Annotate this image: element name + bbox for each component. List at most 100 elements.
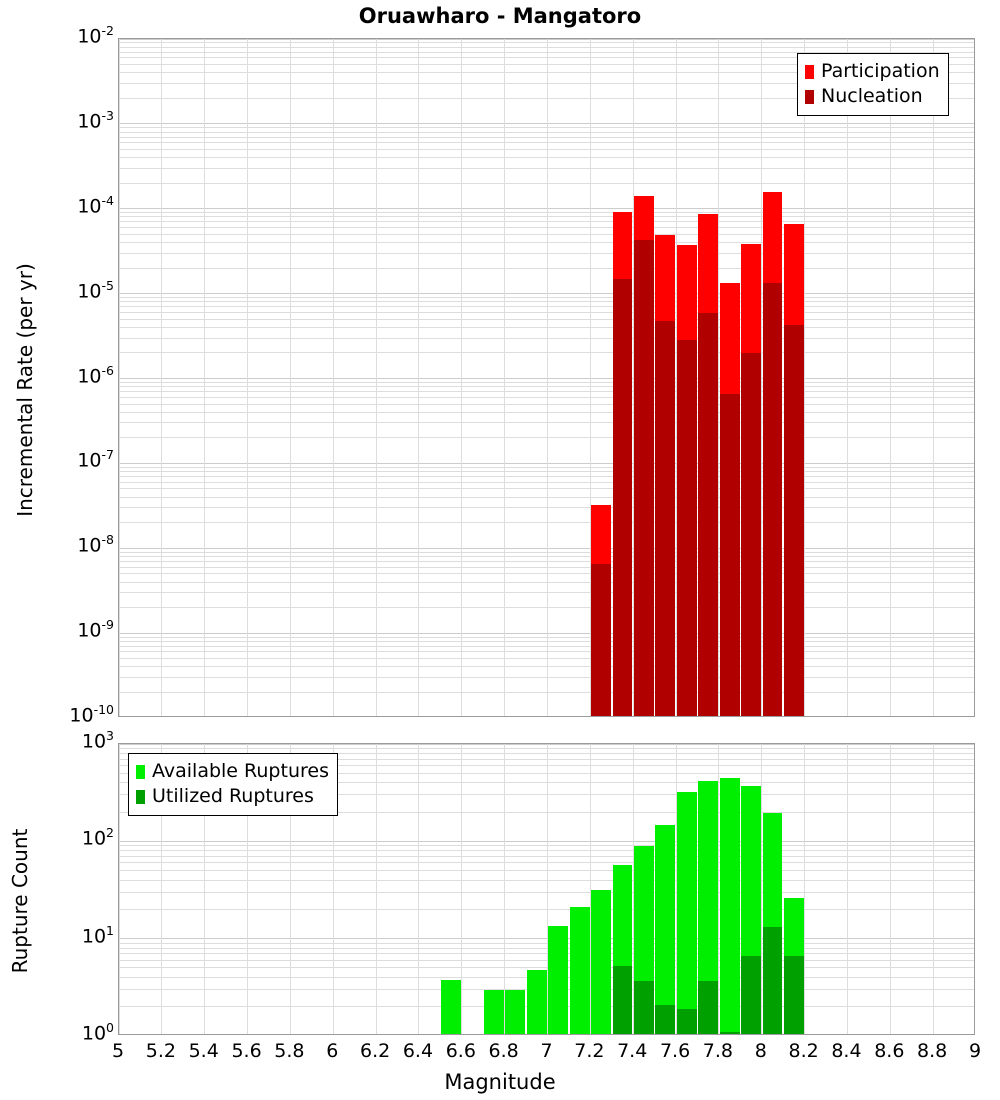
bar-utilized-ruptures (762, 927, 783, 1034)
y-axis-tick-label: 102 (81, 825, 114, 850)
incremental-rate-plot (118, 38, 975, 717)
bar-available-ruptures (526, 969, 547, 1034)
gridline (632, 744, 634, 1034)
bar-available-ruptures (441, 979, 461, 1034)
bar-nucleation (634, 239, 654, 716)
gridline (119, 39, 120, 716)
bar-nucleation (762, 283, 783, 716)
gridline (119, 182, 974, 184)
bottom-plot-legend: Available Ruptures Utilized Ruptures (128, 753, 338, 816)
bar-utilized-ruptures (783, 956, 804, 1034)
x-axis-tick-label: 5 (111, 1040, 125, 1062)
gridline (589, 39, 591, 716)
gridline (119, 765, 974, 767)
gridline (119, 744, 120, 1034)
gridline (589, 744, 591, 1034)
gridline (418, 39, 420, 716)
gridline (119, 221, 974, 223)
bar-utilized-ruptures (676, 1009, 697, 1034)
gridline (675, 744, 677, 1034)
gridline (119, 758, 974, 760)
bar-nucleation (741, 352, 761, 716)
gridline (846, 744, 848, 1034)
gridline (119, 297, 974, 298)
gridline (119, 747, 974, 749)
gridline (119, 636, 974, 638)
y-axis-tick-label: 10-3 (77, 107, 114, 133)
gridline (119, 666, 974, 668)
x-axis-tick-label: 9 (968, 1040, 982, 1062)
gridline (119, 167, 974, 169)
gridline (461, 39, 463, 716)
legend-label: Nucleation (821, 85, 923, 107)
gridline (119, 908, 974, 910)
gridline (247, 744, 249, 1034)
gridline (119, 551, 974, 553)
gridline (119, 840, 974, 842)
gridline (119, 942, 974, 944)
gridline (932, 744, 934, 1034)
gridline (119, 870, 974, 872)
gridline (161, 39, 163, 716)
gridline (119, 947, 974, 949)
bar-nucleation (698, 313, 719, 716)
legend-label: Participation (821, 60, 940, 82)
bar-available-ruptures (569, 907, 590, 1034)
gridline (119, 242, 974, 244)
legend-swatch-icon (136, 789, 145, 804)
gridline (119, 677, 974, 678)
gridline (119, 645, 974, 647)
x-axis-tick-label: 7.4 (617, 1040, 648, 1062)
legend-entry: Nucleation (805, 84, 940, 109)
gridline (119, 481, 974, 483)
gridline (119, 953, 974, 955)
bar-utilized-ruptures (634, 981, 654, 1034)
gridline (718, 39, 720, 716)
gridline (547, 39, 548, 716)
top-plot-legend: Participation Nucleation (797, 53, 949, 116)
bar-utilized-ruptures (719, 1031, 740, 1034)
gridline (332, 744, 334, 1034)
x-axis-tick-label: 6.4 (402, 1040, 434, 1062)
gridline (204, 39, 206, 716)
bar-available-ruptures (591, 890, 611, 1034)
gridline (547, 744, 548, 1034)
gridline (375, 744, 377, 1034)
gridline (119, 326, 974, 328)
gridline (119, 573, 974, 575)
gridline (119, 437, 974, 439)
y-axis-tick-label: 10-8 (77, 532, 114, 557)
gridline (119, 131, 974, 133)
gridline (289, 39, 291, 716)
gridline (119, 157, 974, 159)
gridline (119, 64, 974, 66)
x-axis-tick-label: 8.2 (788, 1040, 819, 1062)
gridline (119, 42, 974, 44)
gridline (119, 845, 974, 847)
gridline (119, 466, 974, 468)
gridline (119, 471, 974, 473)
gridline (119, 959, 974, 961)
gridline (119, 127, 974, 129)
bar-utilized-ruptures (655, 1004, 676, 1034)
gridline (119, 632, 974, 634)
gridline (119, 488, 974, 490)
bar-nucleation (783, 325, 804, 716)
gridline (804, 39, 806, 716)
x-axis-tick-label: 6.6 (445, 1040, 476, 1062)
gridline (119, 39, 974, 40)
bottom-plot-ytick-labels: 103 102 101 100 (48, 0, 114, 1100)
gridline (119, 811, 974, 813)
gridline (119, 496, 974, 498)
gridline (119, 744, 974, 745)
gridline (119, 691, 974, 693)
bar-nucleation (655, 321, 676, 716)
gridline (119, 422, 974, 424)
gridline (119, 252, 974, 254)
y-axis-tick-label: 103 (81, 728, 114, 753)
x-axis-tick-label: 6.2 (359, 1040, 391, 1062)
gridline (119, 46, 974, 48)
y-axis-tick-label: 10-4 (77, 192, 114, 218)
gridline (332, 39, 334, 716)
